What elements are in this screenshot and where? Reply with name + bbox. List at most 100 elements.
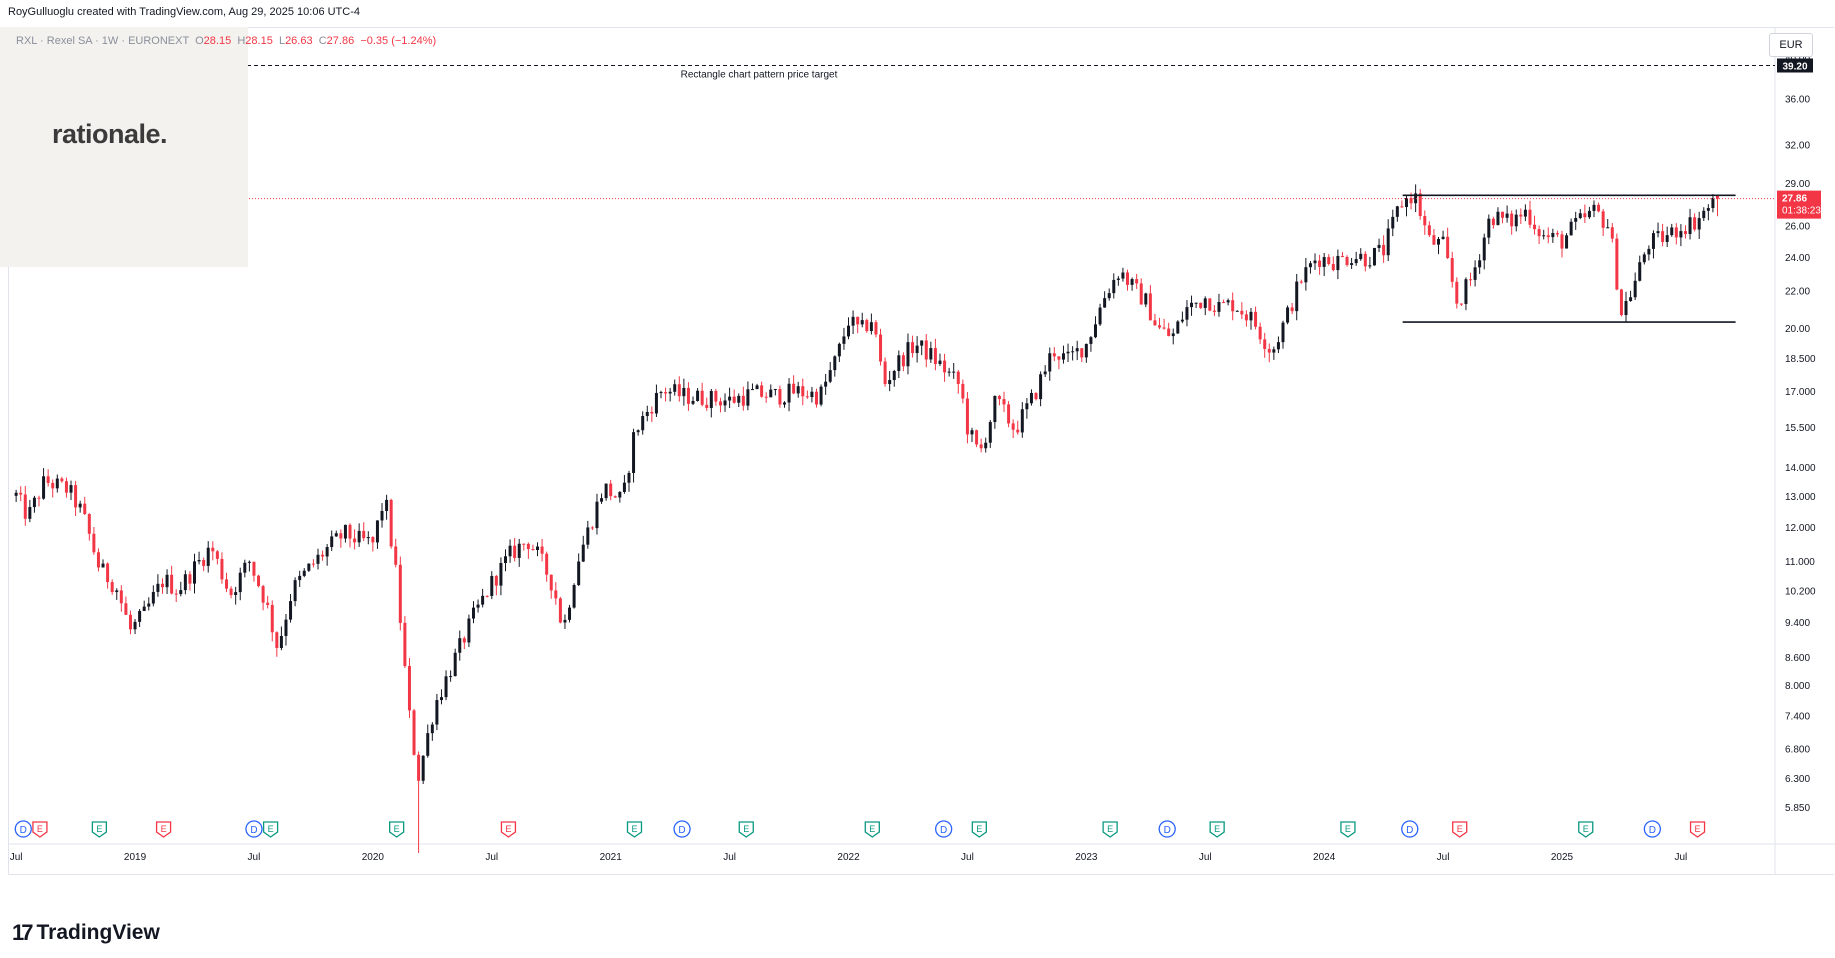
candle-body	[1583, 213, 1587, 218]
candle-body	[403, 622, 407, 667]
candle-body	[915, 345, 919, 353]
candle-body	[362, 530, 366, 539]
candle-body	[1185, 307, 1189, 320]
candle-body	[64, 481, 68, 493]
candle-body	[741, 395, 745, 406]
candle-body	[1254, 311, 1258, 327]
dividend-event-label: D	[20, 825, 27, 836]
candle-body	[961, 383, 965, 399]
dividend-event-icon	[934, 820, 953, 838]
candle-body	[810, 391, 814, 398]
candle-body	[956, 371, 960, 384]
candle-body	[764, 396, 768, 398]
candle-body	[1107, 293, 1111, 299]
candle-body	[609, 483, 613, 497]
currency-button[interactable]: EUR	[1769, 33, 1813, 57]
candlestick-chart[interactable]: 40.0036.0032.0029.0026.0024.0022.0020.00…	[9, 28, 1835, 876]
time-tick-label: Jul	[485, 852, 498, 863]
candle-body	[1212, 310, 1216, 312]
price-tick-label: 36.00	[1785, 95, 1810, 106]
candle-body	[641, 416, 645, 431]
candle-body	[1391, 216, 1395, 229]
candle-body	[1473, 267, 1477, 280]
tradingview-logo[interactable]: 17 TradingView	[12, 920, 160, 946]
candle-body	[787, 383, 791, 403]
dividend-event-icon	[1643, 820, 1662, 838]
candle-body	[1533, 224, 1537, 230]
candle-body	[1551, 233, 1555, 238]
target-price-text: 39.20	[1782, 62, 1807, 73]
candle-body	[197, 560, 201, 562]
candle-body	[1217, 302, 1221, 312]
dividend-event-icon	[1158, 820, 1176, 838]
candle-body	[558, 598, 562, 623]
candle-body	[504, 556, 508, 564]
chart-area[interactable]: 40.0036.0032.0029.0026.0024.0022.0020.00…	[8, 27, 1835, 876]
candle-body	[1455, 281, 1459, 304]
candle-body	[1295, 281, 1299, 312]
candle-body	[545, 553, 549, 575]
price-tick-label: 32.00	[1785, 141, 1810, 152]
candle-body	[819, 386, 823, 405]
candle-body	[517, 543, 521, 558]
earnings-event-label: E	[1695, 824, 1701, 834]
candle-body	[385, 499, 389, 511]
candle-body	[449, 676, 453, 678]
candle-body	[366, 537, 370, 539]
candle-body	[1542, 235, 1546, 237]
candle-body	[1061, 353, 1065, 360]
time-tick-label: Jul	[723, 852, 736, 863]
candle-body	[1272, 349, 1276, 353]
candle-body	[1084, 343, 1088, 358]
candle-body	[924, 340, 928, 360]
earnings-event-label: E	[1345, 824, 1351, 834]
candle-body	[1487, 218, 1491, 238]
candle-body	[1345, 256, 1349, 265]
candle-body	[115, 590, 119, 593]
time-tick-label: 2023	[1075, 852, 1098, 863]
candle-body	[380, 510, 384, 521]
candle-body	[536, 546, 540, 551]
time-tick-label: Jul	[1674, 852, 1687, 863]
candle-body	[1505, 213, 1509, 218]
candle-body	[1126, 272, 1130, 285]
candle-body	[69, 485, 73, 493]
earnings-event-icon	[389, 821, 405, 838]
candle-body	[645, 411, 649, 417]
candle-body	[970, 430, 974, 435]
price-tick-label: 8.600	[1785, 653, 1810, 664]
earnings-event-label: E	[1583, 824, 1589, 834]
candle-body	[394, 546, 398, 565]
candle-body	[156, 583, 160, 592]
candle-body	[975, 430, 979, 445]
candle-body	[1560, 234, 1564, 249]
candle-body	[421, 755, 425, 781]
candle-body	[737, 395, 741, 403]
price-tick-label: 5.850	[1785, 803, 1810, 814]
price-tick-label: 8.000	[1785, 681, 1810, 692]
candle-body	[266, 602, 270, 605]
candle-body	[1514, 214, 1518, 227]
candle-body	[824, 381, 828, 387]
candle-body	[1478, 260, 1482, 268]
candle-body	[1679, 231, 1683, 238]
candle-body	[1322, 257, 1326, 267]
candle-body	[1130, 279, 1134, 285]
candle-body	[888, 380, 892, 385]
candle-body	[1093, 324, 1097, 338]
candle-body	[435, 700, 439, 725]
earnings-event-icon	[1102, 821, 1118, 838]
candle-body	[622, 482, 626, 492]
candle-body	[19, 492, 23, 495]
candle-body	[490, 575, 494, 596]
price-tick-label: 15.500	[1785, 423, 1816, 434]
candle-body	[714, 391, 718, 402]
time-tick-label: Jul	[961, 852, 974, 863]
time-tick-label: Jul	[248, 852, 261, 863]
candle-body	[847, 325, 851, 337]
candle-body	[654, 392, 658, 414]
candle-body	[1414, 193, 1418, 204]
candle-body	[943, 360, 947, 373]
rationale-logo: rationale.	[52, 119, 168, 149]
candle-body	[1139, 283, 1143, 305]
